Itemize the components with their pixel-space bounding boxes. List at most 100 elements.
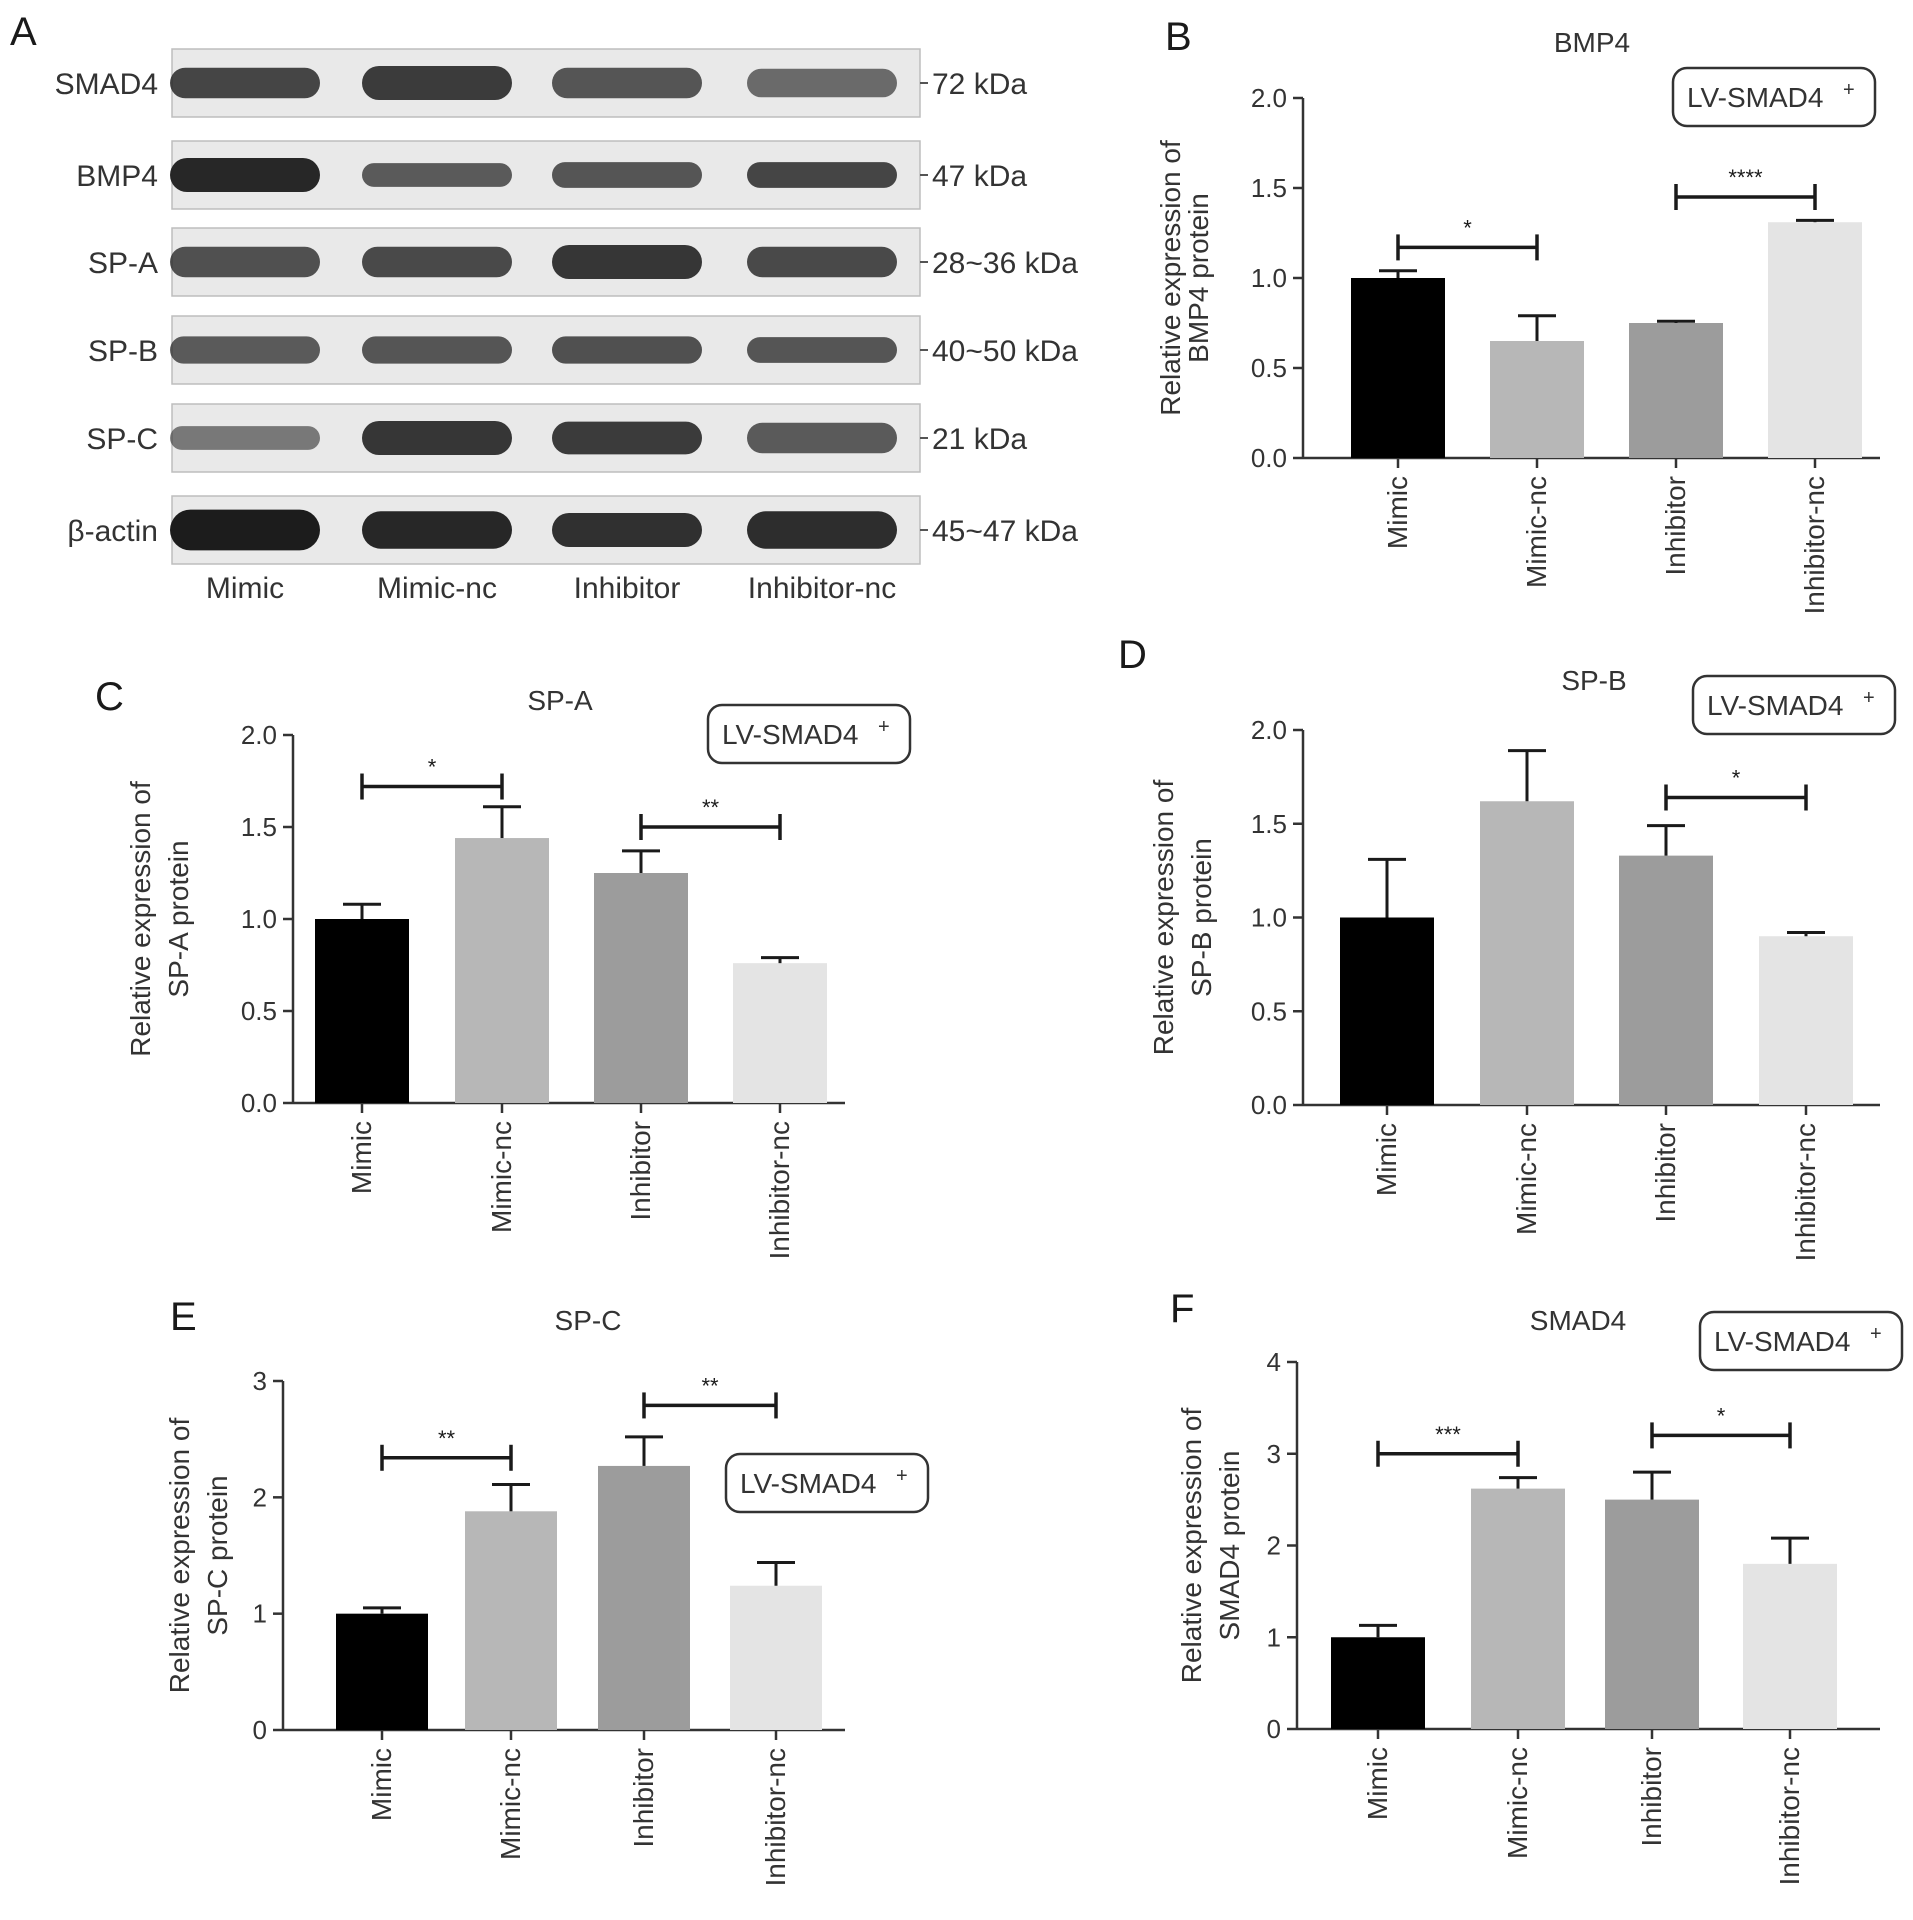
category-label: Inhibitor-nc — [1790, 1123, 1821, 1262]
bar — [1490, 341, 1584, 458]
panel-letter: B — [1165, 15, 1192, 59]
bar — [1480, 801, 1574, 1105]
blot-band — [362, 336, 512, 364]
category-label: Inhibitor-nc — [1799, 476, 1830, 615]
significance-label: * — [1732, 766, 1741, 791]
y-tick-label: 1.5 — [241, 812, 277, 842]
bar — [730, 1585, 822, 1730]
bar — [1351, 278, 1445, 458]
chart-title: SP-B — [1561, 665, 1626, 696]
bar — [733, 963, 827, 1103]
significance-label: * — [1717, 1403, 1726, 1428]
chart-title: BMP4 — [1554, 27, 1630, 58]
lane-label: Mimic — [206, 572, 284, 605]
bar — [1340, 917, 1434, 1105]
y-tick-label: 1.0 — [1251, 263, 1287, 293]
bar — [336, 1613, 428, 1730]
legend-superscript: + — [1870, 1323, 1882, 1345]
legend-superscript: + — [1843, 79, 1855, 101]
panel-letter: F — [1170, 1287, 1194, 1331]
category-label: Mimic-nc — [486, 1121, 517, 1233]
significance-label: ** — [702, 795, 720, 820]
category-label: Inhibitor-nc — [764, 1121, 795, 1260]
bar — [1743, 1563, 1837, 1729]
category-label: Inhibitor — [1660, 476, 1691, 576]
y-axis-label: BMP4 protein — [1183, 193, 1214, 363]
legend-superscript: + — [896, 1465, 908, 1487]
chart-panel-e: E SP-C Relative expression of SP-C protein 0… — [164, 1295, 930, 1887]
legend-label: LV-SMAD4 — [722, 719, 858, 750]
legend-label: LV-SMAD4 — [1714, 1326, 1850, 1357]
blot-band — [170, 158, 320, 192]
category-label: Mimic — [1371, 1123, 1402, 1196]
y-tick-label: 1 — [253, 1599, 267, 1629]
y-tick-label: 0 — [1267, 1714, 1281, 1744]
panel-letter: E — [170, 1295, 197, 1339]
y-tick-label: 2.0 — [1251, 83, 1287, 113]
category-label: Mimic-nc — [1511, 1123, 1542, 1235]
protein-label: SP-B — [88, 335, 158, 368]
bar — [1629, 323, 1723, 458]
chart-panel-f: F SMAD4 Relative expression of SMAD4 protei… — [1170, 1287, 1904, 1886]
y-tick-label: 0.5 — [1251, 996, 1287, 1026]
bar — [1331, 1637, 1425, 1729]
blot-band — [552, 336, 702, 364]
bar — [598, 1465, 690, 1730]
category-label: Mimic — [346, 1121, 377, 1194]
blot-band — [362, 66, 512, 100]
blot-band — [747, 511, 897, 549]
protein-label: BMP4 — [76, 160, 158, 193]
lane-label: Mimic-nc — [377, 572, 497, 605]
lane-label: Inhibitor — [574, 572, 681, 605]
legend-superscript: + — [1863, 687, 1875, 709]
blot-band — [747, 246, 897, 278]
category-label: Inhibitor — [628, 1748, 659, 1848]
y-axis-label: SP-A protein — [163, 840, 194, 997]
y-tick-label: 4 — [1267, 1347, 1281, 1377]
y-tick-label: 0.5 — [1251, 353, 1287, 383]
legend-superscript: + — [878, 716, 890, 738]
molecular-weight-label: 47 kDa — [932, 160, 1027, 193]
significance-label: * — [1463, 215, 1472, 240]
blot-band — [552, 67, 702, 99]
significance-label: *** — [1435, 1422, 1461, 1447]
y-tick-label: 0.0 — [241, 1088, 277, 1118]
y-axis-label: SP-B protein — [1186, 838, 1217, 997]
blot-band — [170, 67, 320, 99]
y-axis-label: Relative expression of — [1176, 1408, 1207, 1684]
category-label: Inhibitor — [625, 1121, 656, 1221]
blot-band — [552, 245, 702, 279]
chart-title: SMAD4 — [1530, 1305, 1626, 1336]
y-tick-label: 2 — [253, 1482, 267, 1512]
y-tick-label: 0.5 — [241, 996, 277, 1026]
legend-label: LV-SMAD4 — [740, 1468, 876, 1499]
protein-label: β-actin — [67, 515, 158, 548]
bar — [455, 838, 549, 1103]
western-blot-panel: A SMAD4 72 kDa BMP4 47 kDa SP-A 28~36 kDa SP-B… — [10, 10, 1078, 605]
y-tick-label: 1.5 — [1251, 809, 1287, 839]
bar — [594, 873, 688, 1103]
blot-band — [362, 246, 512, 278]
y-axis-label: Relative expression of — [164, 1418, 195, 1694]
bar — [1759, 936, 1853, 1105]
blot-band — [552, 421, 702, 455]
category-label: Mimic-nc — [495, 1748, 526, 1860]
molecular-weight-label: 21 kDa — [932, 423, 1027, 456]
y-tick-label: 2.0 — [241, 720, 277, 750]
blot-band — [362, 421, 512, 455]
blot-band — [170, 509, 320, 551]
y-tick-label: 2 — [1267, 1531, 1281, 1561]
chart-panel-c: C SP-A Relative expression of SP-A protein 0… — [95, 675, 912, 1260]
bar — [1605, 1499, 1699, 1729]
blot-band — [747, 337, 897, 363]
blot-band — [170, 426, 320, 450]
blot-band — [362, 163, 512, 187]
y-tick-label: 0 — [253, 1715, 267, 1745]
legend-box — [706, 703, 912, 765]
legend-box — [1698, 1310, 1904, 1372]
molecular-weight-label: 72 kDa — [932, 68, 1027, 101]
protein-label: SP-A — [88, 247, 158, 280]
legend-box — [724, 1452, 930, 1514]
